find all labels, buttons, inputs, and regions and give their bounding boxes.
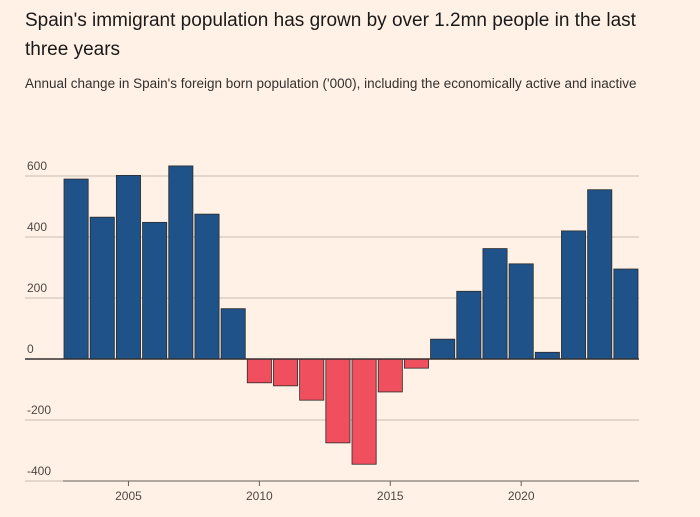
bar-2007 [168, 165, 194, 360]
bar-2023 [587, 189, 613, 360]
bar-2021 [534, 351, 560, 360]
y-tick-label: 600 [27, 159, 47, 173]
bar-2013 [325, 358, 351, 444]
chart-subtitle: Annual change in Spain's foreign born po… [25, 76, 637, 91]
bar-2012 [299, 358, 325, 401]
bar-2008 [194, 213, 220, 360]
y-tick-label: 0 [27, 342, 34, 356]
bar-2024 [613, 268, 639, 360]
bar-2018 [456, 290, 482, 360]
bar-2016 [403, 358, 429, 369]
bar-2006 [142, 221, 168, 360]
y-tick-label: 400 [27, 220, 47, 234]
y-tick-label: -200 [27, 403, 51, 417]
x-tick-label: 2005 [115, 489, 142, 503]
bar-2004 [89, 216, 115, 360]
x-tick-label: 2015 [377, 489, 404, 503]
bars [63, 165, 639, 465]
x-tick-label: 2010 [246, 489, 273, 503]
bar-2009 [220, 308, 246, 360]
bar-2010 [246, 358, 272, 384]
y-tick-label: 200 [27, 281, 47, 295]
chart-title: Spain's immigrant population has grown b… [25, 10, 636, 60]
bar-2020 [508, 263, 534, 360]
bar-2003 [63, 178, 89, 360]
x-tick-label: 2020 [508, 489, 535, 503]
bar-2005 [115, 174, 141, 360]
bar-2019 [482, 248, 508, 360]
bar-2014 [351, 358, 377, 465]
axes: -400 -200 0 200 400 600 2005 2010 2015 2020 [25, 159, 639, 503]
y-tick-label: -400 [27, 464, 51, 478]
bar-2015 [377, 358, 403, 393]
bar-2017 [430, 338, 456, 360]
bar-2011 [273, 358, 299, 387]
bar-2022 [561, 230, 587, 360]
